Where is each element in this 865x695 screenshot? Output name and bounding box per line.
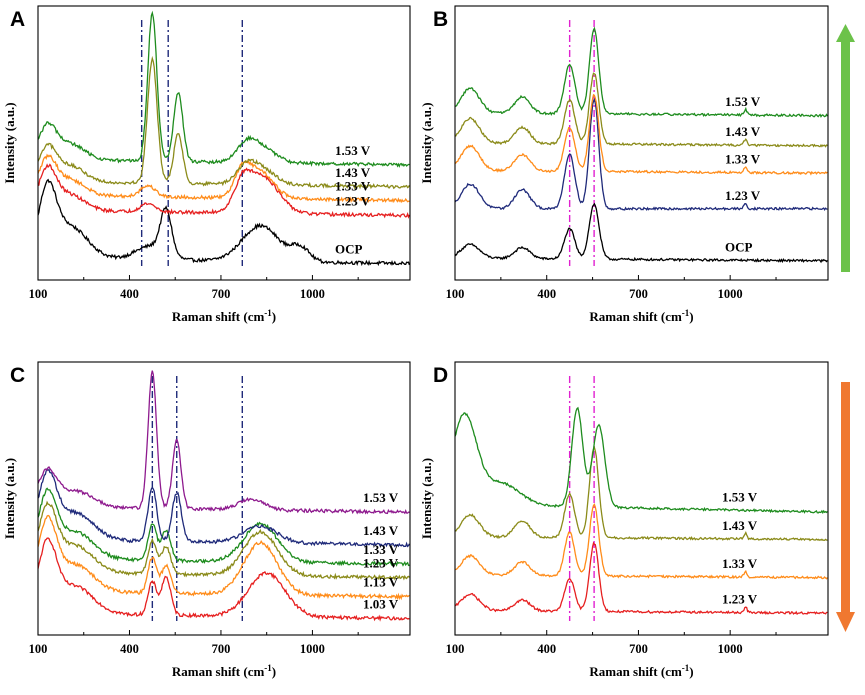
series-line-123v — [38, 163, 410, 219]
x-tick-label: 400 — [537, 287, 556, 301]
potential-arrows — [836, 24, 855, 632]
down-arrow — [836, 382, 855, 632]
x-axis-label: Raman shift (cm-1) — [172, 663, 276, 679]
x-axis-label: Raman shift (cm-1) — [172, 308, 276, 324]
series-label: 1.53 V — [335, 143, 371, 158]
series-line-ocp — [455, 202, 828, 264]
x-tick-label: 400 — [537, 642, 556, 656]
series-line-133v — [38, 153, 410, 204]
series-label: 1.33 V — [722, 556, 758, 571]
x-tick-label: 1000 — [300, 642, 325, 656]
x-tick-label: 700 — [629, 642, 648, 656]
series-label: 1.33 V — [335, 178, 371, 193]
series-line-143v — [455, 446, 828, 542]
series-label: 1.53 V — [363, 490, 399, 505]
series-label: 1.23 V — [722, 592, 758, 607]
plot-frame — [454, 361, 829, 636]
x-axis-label: Raman shift (cm-1) — [589, 663, 693, 679]
series-label: 1.33 V — [363, 542, 399, 557]
series-line-113v — [38, 514, 410, 601]
series-label: 1.13 V — [363, 575, 399, 590]
x-tick-label: 100 — [446, 642, 465, 656]
series-line-153v — [455, 406, 828, 515]
series-label: 1.33 V — [725, 152, 761, 167]
x-tick-label: 1000 — [718, 287, 743, 301]
series-line-133v — [38, 487, 410, 567]
panel-b: B OCP 1.23 V 1.33 V 1.43 V 1.53 V 100 400 700 100… — [419, 5, 829, 324]
series-label: 1.23 V — [725, 188, 761, 203]
up-arrow — [836, 24, 855, 272]
panel-a: A OCP 1.23 V1.33 V1.43 V 1.53 V 100 400 700 100… — [2, 5, 411, 324]
x-axis-label: Raman shift (cm-1) — [589, 308, 693, 324]
series-label: 1.23 V — [335, 194, 371, 209]
x-tick-label: 100 — [29, 287, 48, 301]
y-axis-label: Intensity (a.u.) — [2, 458, 17, 539]
y-axis-label: Intensity (a.u.) — [2, 102, 17, 183]
panel-letter: D — [433, 364, 448, 387]
series-label: 1.43 V — [722, 518, 758, 533]
series-line-133v — [455, 93, 828, 176]
series-line-ocp — [38, 178, 410, 267]
series-line-153v — [455, 26, 828, 118]
x-tick-label: 1000 — [300, 287, 325, 301]
series-label: 1.53 V — [722, 490, 758, 505]
series-label: OCP — [335, 241, 363, 256]
panel-c: C 1.03 V 1.13 V 1.23 V1.33 V 1.43 V 1.53 V 100… — [2, 361, 411, 679]
series-label: 1.43 V — [363, 523, 399, 538]
x-tick-label: 1000 — [718, 642, 743, 656]
y-axis-label: Intensity (a.u.) — [419, 102, 434, 183]
x-tick-label: 700 — [212, 642, 231, 656]
plot-frame — [454, 5, 829, 281]
series-group — [455, 406, 828, 616]
series-line-123v — [455, 97, 828, 212]
series-group — [38, 370, 410, 622]
plot-frame — [37, 5, 411, 281]
plot-frame — [37, 361, 411, 636]
series-line-143v — [38, 468, 410, 548]
series-line-143v — [38, 55, 410, 190]
series-label: 1.53 V — [725, 94, 761, 109]
y-axis-label: Intensity (a.u.) — [419, 458, 434, 539]
panel-letter: A — [10, 8, 25, 31]
series-group — [38, 10, 410, 267]
panel-letter: B — [433, 8, 448, 31]
x-tick-label: 100 — [446, 287, 465, 301]
series-label: 1.43 V — [725, 124, 761, 139]
series-line-143v — [455, 72, 828, 148]
x-tick-label: 700 — [212, 287, 231, 301]
panel-d: D 1.23 V 1.33 V 1.43 V 1.53 V 100 400 700 1000 Ra… — [419, 361, 829, 679]
x-tick-label: 400 — [120, 287, 139, 301]
series-line-123v — [455, 541, 828, 616]
panel-letter: C — [10, 364, 25, 387]
series-line-133v — [455, 503, 828, 580]
x-tick-label: 400 — [120, 642, 139, 656]
series-label: 1.43 V — [335, 165, 371, 180]
series-group — [455, 26, 828, 264]
x-tick-label: 700 — [629, 287, 648, 301]
series-line-123v — [38, 500, 410, 581]
series-label: 1.23 V — [363, 556, 399, 571]
x-tick-label: 100 — [29, 642, 48, 656]
series-line-153v — [38, 370, 410, 515]
series-line-153v — [38, 10, 410, 168]
series-label: OCP — [725, 239, 753, 254]
series-label: 1.03 V — [363, 597, 399, 612]
series-line-103v — [38, 537, 410, 622]
